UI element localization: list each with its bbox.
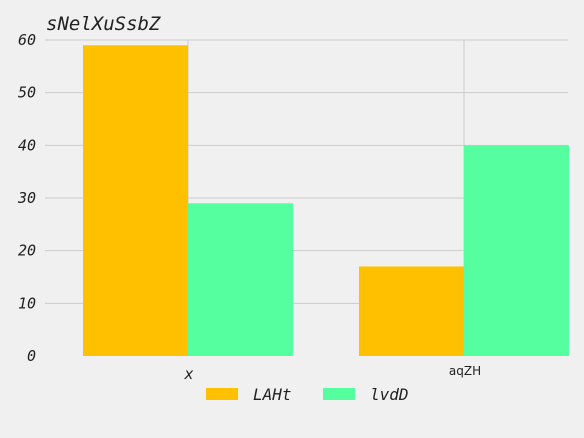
y-tick-label: 30 <box>17 189 36 207</box>
bar-LAHt-x <box>83 45 188 356</box>
legend-label-LAHt: LAHt <box>253 385 292 404</box>
legend: LAHt lvdD <box>206 385 409 404</box>
legend-label-lvdD: lvdD <box>370 385 409 404</box>
y-tick-label: 50 <box>18 84 36 102</box>
y-tick-label: 60 <box>18 31 36 49</box>
bar-lvdD-aqZH <box>464 145 569 356</box>
legend-swatch-LAHt <box>206 388 238 400</box>
legend-swatch-lvdD <box>323 388 355 400</box>
y-tick-label: 40 <box>18 136 36 154</box>
y-tick-label: 10 <box>18 294 36 312</box>
chart-title: sNelXuSsbZ <box>46 13 161 35</box>
y-axis-ticks: 0 10 20 30 40 50 60 <box>17 31 36 365</box>
y-tick-label: 20 <box>18 242 36 260</box>
x-tick-label: aqZH <box>449 364 481 378</box>
x-axis-ticks: x aqZH <box>183 364 481 383</box>
bars <box>83 45 569 356</box>
y-tick-label: 0 <box>27 347 36 365</box>
x-tick-label: x <box>183 365 193 383</box>
bar-LAHt-aqZH <box>359 266 464 356</box>
bar-lvdD-x <box>188 203 293 356</box>
